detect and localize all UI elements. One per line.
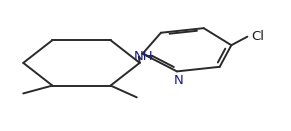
- Text: N: N: [173, 74, 183, 87]
- Text: Cl: Cl: [251, 29, 264, 43]
- Text: NH: NH: [134, 50, 154, 64]
